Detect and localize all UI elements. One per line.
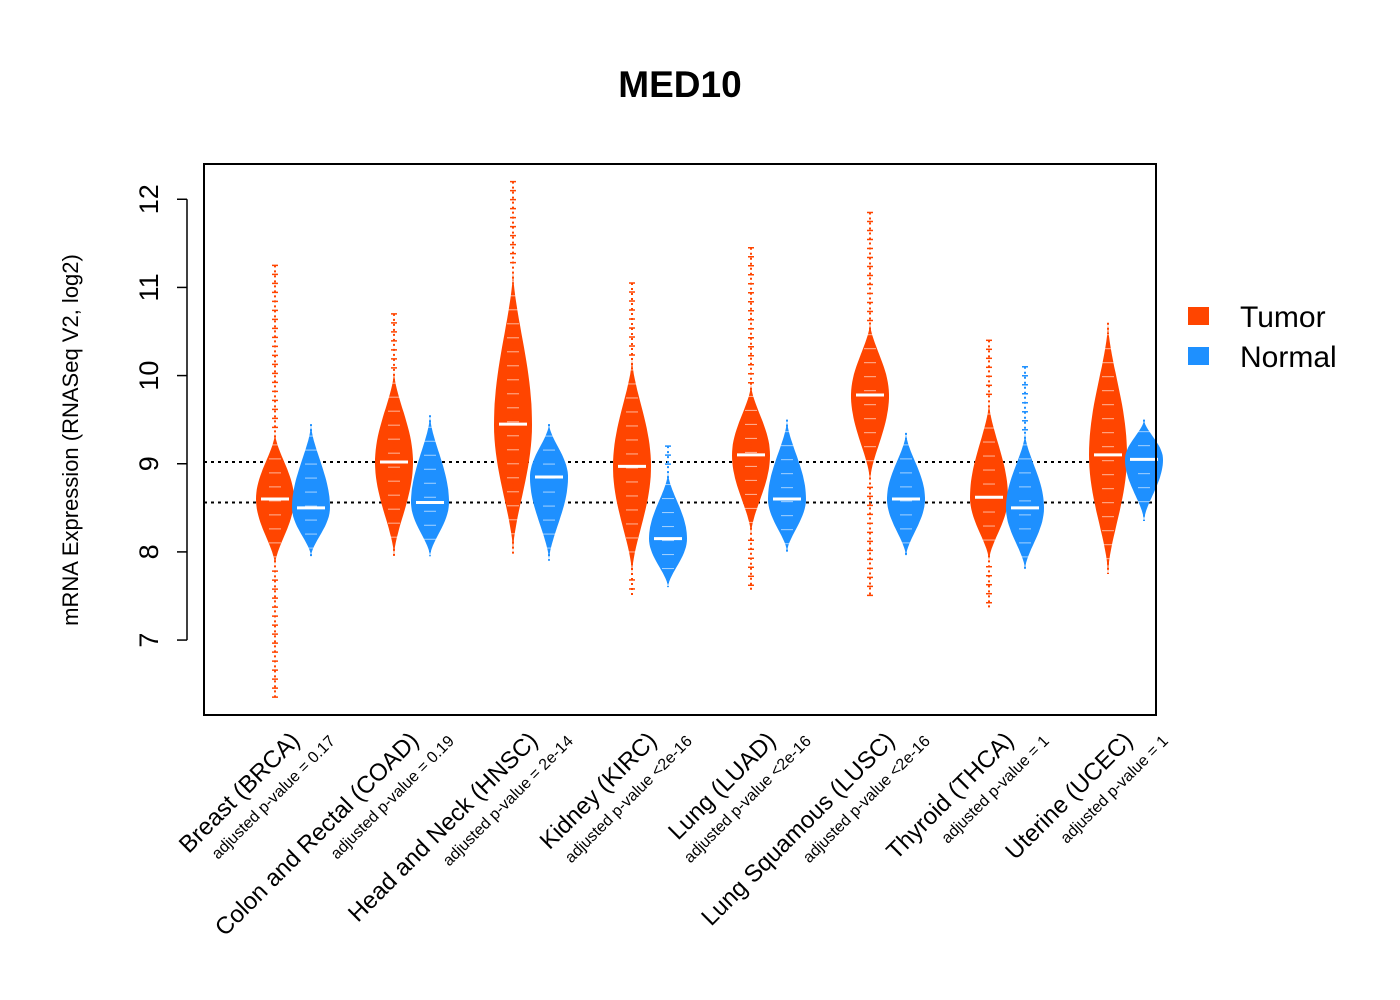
y-tick-label: 9 [134,456,164,471]
y-tick-label: 10 [134,361,164,391]
legend-swatch-tumor [1188,307,1209,325]
violin-normal-1 [292,424,330,557]
legend-swatch-normal [1188,347,1209,365]
y-axis: 7 8 9 10 11 12 [134,184,188,648]
violin-tumor-8 [1089,322,1127,574]
y-tick-label: 11 [134,273,164,301]
violin-normal-3 [530,424,568,561]
legend: Tumor Normal [1188,301,1337,374]
violin-tumor-5 [732,247,770,592]
violins [256,180,1163,698]
violin-normal-6 [887,432,925,557]
y-tick-label: 8 [134,544,164,559]
legend-label-normal: Normal [1240,341,1337,374]
legend-label-tumor: Tumor [1240,301,1326,334]
violin-normal-7 [1006,366,1044,570]
violin-body [494,269,532,552]
violin-tumor-2 [375,313,413,557]
violin-normal-4 [649,445,687,588]
violin-body [375,371,413,557]
y-tick-label: 12 [134,184,164,214]
violin-tumor-6 [851,211,889,597]
y-tick-label: 7 [134,633,164,648]
violin-body [649,472,687,588]
plot-frame [203,163,1157,716]
chart-title: MED10 [618,64,741,105]
violin-normal-8 [1125,419,1163,522]
x-axis-labels: Breast (BRCA)adjusted p-value = 0.17Colo… [174,727,1172,941]
y-axis-label: mRNA Expression (RNASeq V2, log2) [58,254,83,626]
violin-normal-2 [411,415,449,557]
violin-tumor-4 [613,282,651,598]
violin-normal-5 [768,419,806,552]
violin-tumor-3 [494,180,532,557]
violin-tumor-7 [970,339,1008,610]
violin-tumor-1 [256,264,294,698]
violin-body [851,322,889,482]
